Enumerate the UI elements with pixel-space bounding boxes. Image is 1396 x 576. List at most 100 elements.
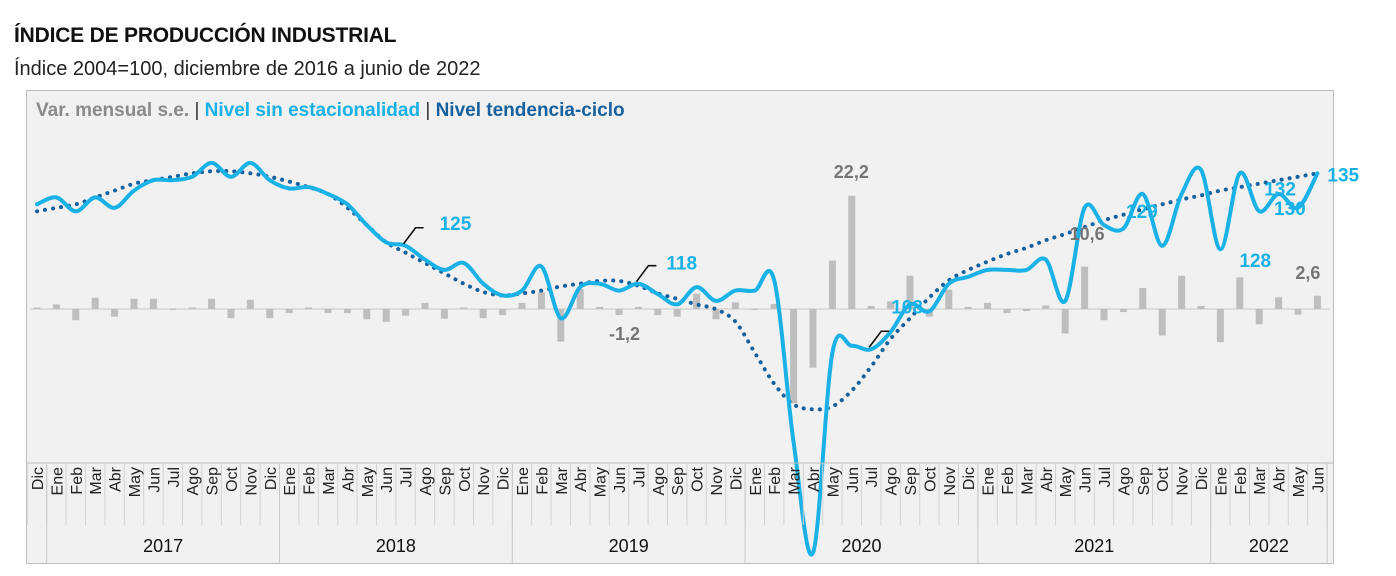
annotation-leader-line [868, 330, 890, 348]
chart-subtitle: Índice 2004=100, diciembre de 2016 a jun… [14, 58, 481, 80]
var-mensual-bar [305, 307, 313, 309]
legend-nivel-tendencia: Nivel tendencia-ciclo [435, 100, 625, 121]
month-tick-label: Feb [302, 467, 319, 495]
var-mensual-bar [867, 305, 875, 309]
month-tick-label: Ago [1116, 467, 1133, 496]
month-tick-label: Feb [767, 467, 784, 495]
var-data-label: 10,6 [1070, 224, 1105, 244]
nivel-data-label: 129 [1126, 202, 1158, 223]
month-tick-label: Mar [321, 466, 338, 494]
var-mensual-bar [673, 309, 681, 317]
month-tick-label: Nov [243, 467, 260, 495]
year-label: 2018 [376, 536, 416, 556]
var-mensual-bar [790, 309, 798, 404]
year-label: 2022 [1249, 536, 1289, 556]
legend-nivel-sin-estacionalidad: Nivel sin estacionalidad [204, 100, 421, 121]
month-tick-label: Oct [922, 466, 939, 491]
month-tick-label: Abr [1272, 466, 1289, 492]
var-mensual-bar [1236, 277, 1244, 309]
month-tick-label: Dic [728, 467, 745, 490]
month-tick-label: Ene [748, 467, 765, 496]
year-label: 2020 [841, 536, 881, 556]
nivel-sin-estacionalidad-line [35, 160, 1320, 557]
year-label: 2019 [609, 536, 649, 556]
var-mensual-bar [576, 289, 584, 309]
month-tick-label: Ago [418, 467, 435, 496]
var-mensual-bar [421, 302, 429, 309]
month-tick-label: Dic [961, 467, 978, 490]
var-mensual-bar [169, 308, 177, 310]
month-tick-label: Jul [864, 467, 881, 487]
var-mensual-bar [1313, 295, 1321, 309]
month-tick-label: Jun [1078, 467, 1095, 493]
var-mensual-bar [91, 297, 99, 309]
var-mensual-bar [1275, 297, 1283, 309]
nivel-tendencia-line [35, 168, 1320, 412]
annotation-leader-line [402, 226, 424, 245]
month-tick-label: Sep [205, 467, 222, 496]
var-mensual-bar [343, 309, 351, 314]
nivel-data-label: 118 [666, 254, 697, 275]
var-mensual-bar [149, 298, 157, 309]
var-mensual-bar [324, 309, 332, 314]
var-mensual-bar [382, 309, 390, 322]
var-mensual-bar [1003, 309, 1011, 314]
chart-title: ÍNDICE DE PRODUCCIÓN INDUSTRIAL [14, 24, 397, 47]
month-tick-label: Ene [1213, 467, 1230, 496]
month-tick-label: Sep [437, 467, 454, 496]
month-tick-label: Ene [49, 467, 66, 496]
var-mensual-bar [828, 260, 836, 309]
var-mensual-bar [518, 302, 526, 309]
month-tick-label: Mar [1252, 466, 1269, 494]
var-mensual-bar [499, 309, 507, 316]
var-mensual-bar [615, 309, 623, 316]
month-tick-label: May [1058, 467, 1075, 497]
month-tick-label: Feb [1000, 467, 1017, 495]
month-tick-label: Nov [942, 467, 959, 495]
var-mensual-bar [1022, 309, 1030, 312]
var-mensual-bar [770, 303, 778, 309]
month-tick-label: Abr [1039, 466, 1056, 492]
month-tick-label: Nov [709, 467, 726, 495]
month-tick-label: Sep [903, 467, 920, 496]
var-mensual-bar [693, 293, 701, 309]
var-mensual-bar [809, 309, 817, 368]
var-mensual-bar [33, 307, 41, 309]
var-mensual-bar [751, 308, 759, 310]
year-label: 2017 [143, 536, 183, 556]
var-mensual-bar [712, 309, 720, 320]
month-tick-label: Oct [690, 466, 707, 491]
var-mensual-bar [634, 306, 642, 309]
var-mensual-bar [848, 195, 856, 309]
var-mensual-bar [654, 309, 662, 316]
var-mensual-bar [188, 307, 196, 309]
month-tick-label: May [825, 467, 842, 497]
var-mensual-bar [596, 306, 604, 309]
month-tick-label: Feb [1233, 467, 1250, 495]
month-tick-label: May [360, 467, 377, 497]
month-tick-label: Dic [263, 467, 280, 490]
var-mensual-bar [285, 309, 293, 314]
month-tick-label: Dic [496, 467, 513, 490]
month-tick-label: Nov [1175, 467, 1192, 495]
var-mensual-bar [537, 292, 545, 309]
month-tick-label: Mar [787, 466, 804, 494]
var-mensual-bar [402, 309, 410, 316]
chart-legend: Var. mensual s.e. | Nivel sin estacional… [36, 100, 625, 122]
month-tick-label: Oct [457, 466, 474, 491]
legend-separator: | [425, 100, 431, 121]
var-mensual-bar [1216, 309, 1224, 343]
var-mensual-bar [72, 309, 80, 321]
var-mensual-bar [1197, 305, 1205, 309]
month-tick-label: Jun [1310, 467, 1327, 493]
var-data-label: 22,2 [834, 162, 869, 182]
var-mensual-bar [246, 299, 254, 309]
month-tick-label: Jul [166, 467, 183, 487]
nivel-data-label: 125 [440, 214, 472, 235]
month-tick-label: Abr [108, 466, 125, 492]
month-tick-label: Jun [146, 467, 163, 493]
var-mensual-bar [1081, 266, 1089, 309]
var-mensual-bar [1255, 309, 1263, 325]
month-tick-label: Mar [554, 466, 571, 494]
nivel-data-label: 132 [1264, 179, 1296, 200]
